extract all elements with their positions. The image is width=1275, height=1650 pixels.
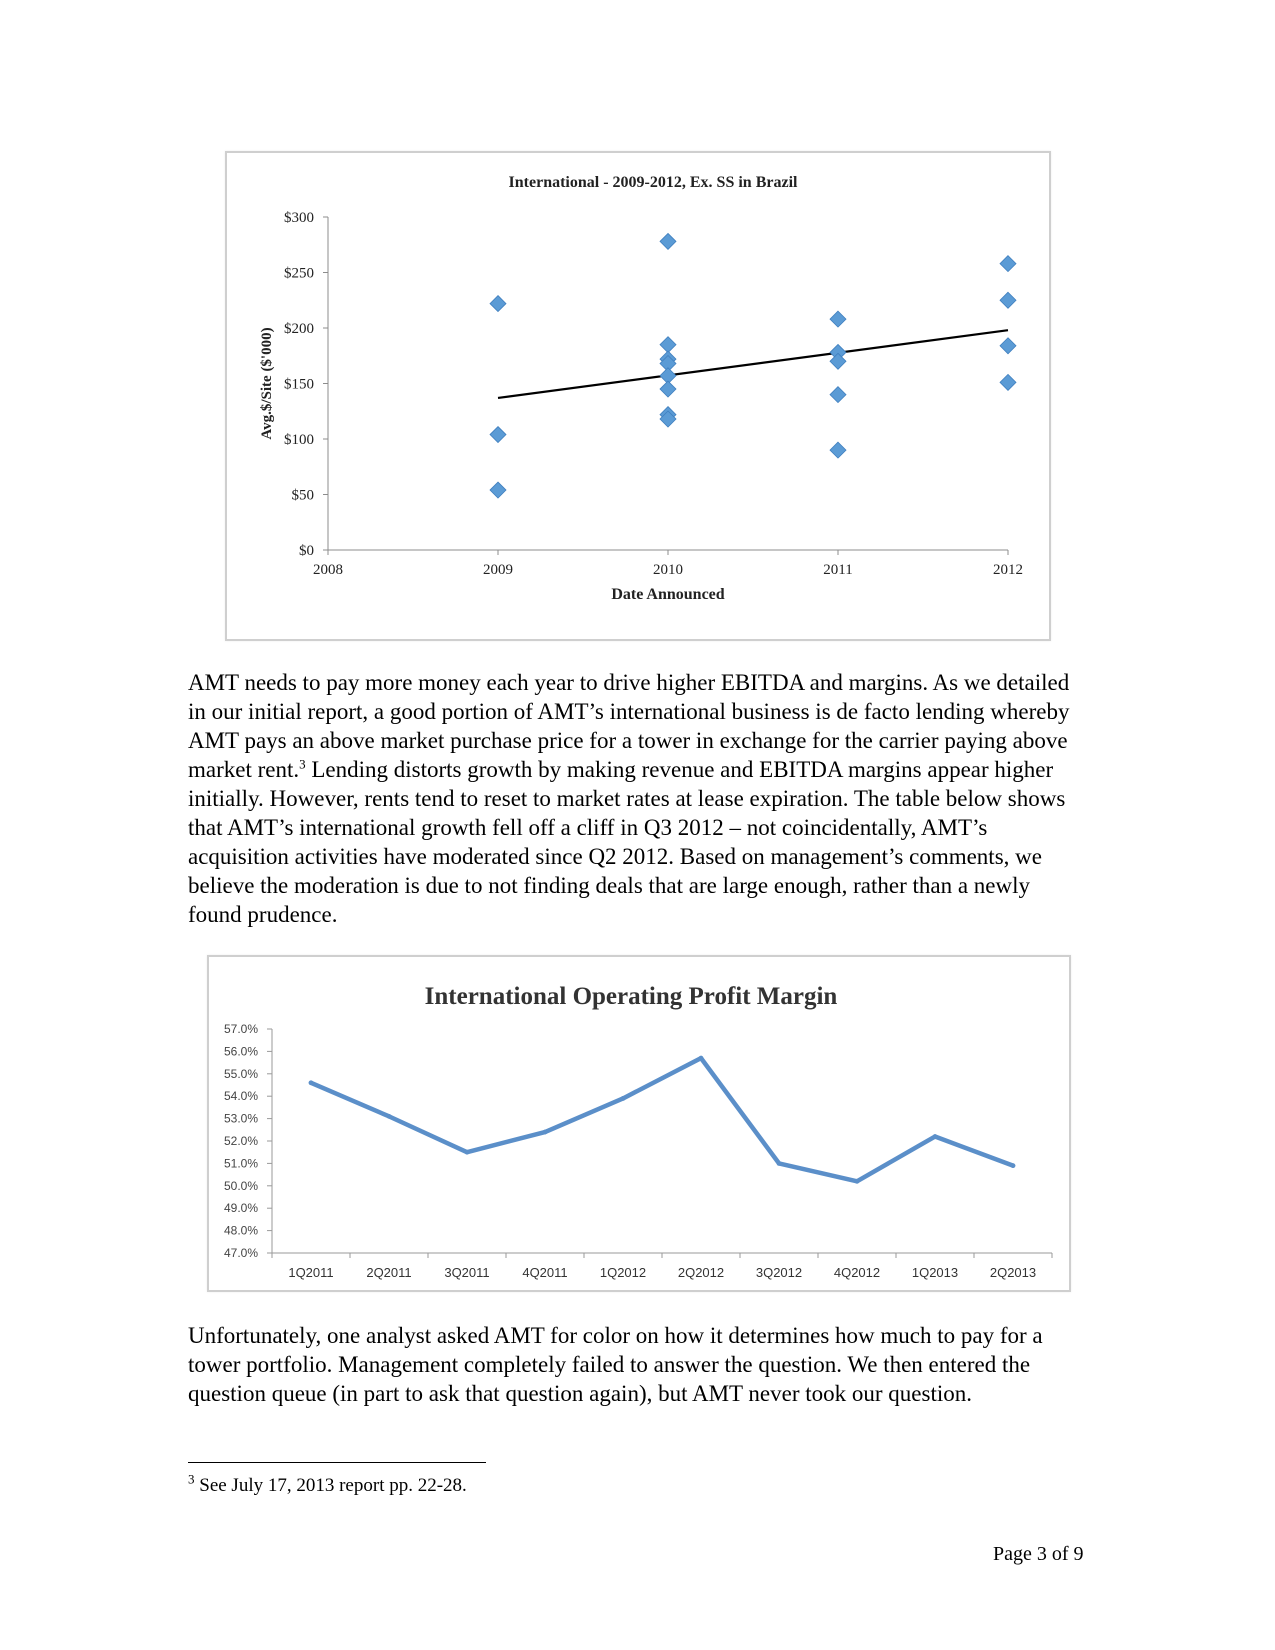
data-point bbox=[308, 1080, 314, 1086]
data-point bbox=[829, 352, 847, 370]
data-point bbox=[659, 410, 677, 428]
data-point bbox=[776, 1161, 782, 1166]
data-point bbox=[999, 337, 1017, 355]
x-tick-label: 2009 bbox=[483, 562, 513, 578]
x-tick-label: 2Q2013 bbox=[990, 1265, 1036, 1280]
y-tick-label: $200 bbox=[284, 321, 314, 337]
paragraph-text: Lending distorts growth by making revenu… bbox=[188, 757, 1066, 927]
line-chart-panel: 47.0% 48.0% 49.0% 50.0% 51.0% 52.0% 53.0% 54.0%… bbox=[207, 955, 1071, 1292]
chart-title: International - 2009-2012, Ex. SS in Bra… bbox=[509, 174, 798, 191]
y-tick-label: 47.0% bbox=[224, 1246, 258, 1260]
paragraph-text: AMT needs to pay more money each year to… bbox=[188, 670, 1070, 782]
data-point bbox=[659, 232, 677, 250]
trendline bbox=[497, 329, 1009, 400]
y-tick-label: $100 bbox=[284, 432, 314, 448]
footnote-text: See July 17, 2013 report pp. 22-28. bbox=[194, 1475, 467, 1496]
data-point bbox=[386, 1113, 392, 1119]
x-tick-label: 1Q2012 bbox=[600, 1265, 646, 1280]
footnote-separator bbox=[188, 1462, 486, 1463]
page-number: Page 3 of 9 bbox=[993, 1543, 1084, 1565]
footnote-reference: 3 bbox=[299, 756, 306, 772]
scatter-chart-panel: $0 $50 $100 $150 $200 $250 $300 2008 2009 2010 201… bbox=[225, 151, 1051, 641]
y-tick-label: $50 bbox=[292, 488, 315, 504]
y-tick-label: $250 bbox=[284, 266, 314, 282]
body-paragraph-1: AMT needs to pay more money each year to… bbox=[188, 668, 1088, 929]
footnote-number: 3 bbox=[188, 1471, 195, 1487]
y-tick-label: 53.0% bbox=[224, 1112, 258, 1126]
scatter-chart: $0 $50 $100 $150 $200 $250 $300 2008 2009 2010 201… bbox=[259, 174, 1023, 603]
line-chart: 47.0% 48.0% 49.0% 50.0% 51.0% 52.0% 53.0% 54.0%… bbox=[224, 983, 1053, 1280]
data-point bbox=[999, 373, 1017, 391]
margin-series-line bbox=[308, 1055, 1016, 1184]
x-tick-label: 3Q2012 bbox=[756, 1265, 802, 1280]
data-point bbox=[464, 1149, 470, 1155]
footnote: 3 See July 17, 2013 report pp. 22-28. bbox=[188, 1471, 467, 1498]
x-tick-label: 2Q2012 bbox=[678, 1265, 724, 1280]
x-axis-title: Date Announced bbox=[611, 586, 724, 603]
data-point bbox=[999, 291, 1017, 309]
data-point bbox=[489, 481, 507, 499]
data-point bbox=[1010, 1163, 1016, 1169]
data-point bbox=[698, 1055, 704, 1061]
data-point bbox=[829, 310, 847, 328]
y-tick-label: $150 bbox=[284, 377, 314, 393]
data-point bbox=[542, 1129, 548, 1135]
x-tick-label: 2011 bbox=[823, 562, 852, 578]
data-point bbox=[854, 1178, 860, 1184]
y-tick-label: 52.0% bbox=[224, 1134, 258, 1148]
x-tick-label: 2012 bbox=[993, 562, 1023, 578]
data-point bbox=[932, 1134, 938, 1139]
x-tick-label: 2010 bbox=[653, 562, 683, 578]
y-tick-label: $0 bbox=[299, 543, 314, 559]
y-tick-label: 54.0% bbox=[224, 1089, 258, 1103]
y-tick-label: 48.0% bbox=[224, 1224, 258, 1238]
y-tick-label: 49.0% bbox=[224, 1201, 258, 1215]
x-tick-label: 4Q2011 bbox=[522, 1265, 567, 1280]
body-paragraph-2: Unfortunately, one analyst asked AMT for… bbox=[188, 1323, 1043, 1406]
y-tick-label: 51.0% bbox=[224, 1156, 258, 1170]
data-point bbox=[620, 1096, 626, 1101]
y-tick-label: $300 bbox=[284, 210, 314, 226]
x-tick-label: 1Q2011 bbox=[288, 1265, 333, 1280]
data-point bbox=[659, 336, 677, 354]
data-point bbox=[659, 380, 677, 398]
y-tick-label: 50.0% bbox=[224, 1179, 258, 1193]
x-tick-label: 2008 bbox=[313, 562, 343, 578]
y-tick-label: 57.0% bbox=[224, 1022, 258, 1036]
data-point bbox=[829, 386, 847, 404]
data-point bbox=[489, 425, 507, 444]
x-tick-label: 1Q2013 bbox=[912, 1265, 958, 1280]
data-point bbox=[829, 441, 847, 459]
data-point bbox=[999, 255, 1017, 273]
y-tick-label: 56.0% bbox=[224, 1044, 258, 1058]
x-tick-label: 3Q2011 bbox=[444, 1265, 489, 1280]
y-axis-title: Avg.$/Site ($'000) bbox=[259, 327, 275, 439]
x-tick-label: 4Q2012 bbox=[834, 1265, 880, 1280]
y-tick-label: 55.0% bbox=[224, 1067, 258, 1081]
chart-title: International Operating Profit Margin bbox=[425, 983, 838, 1010]
data-point bbox=[489, 295, 507, 313]
x-tick-label: 2Q2011 bbox=[366, 1265, 411, 1280]
